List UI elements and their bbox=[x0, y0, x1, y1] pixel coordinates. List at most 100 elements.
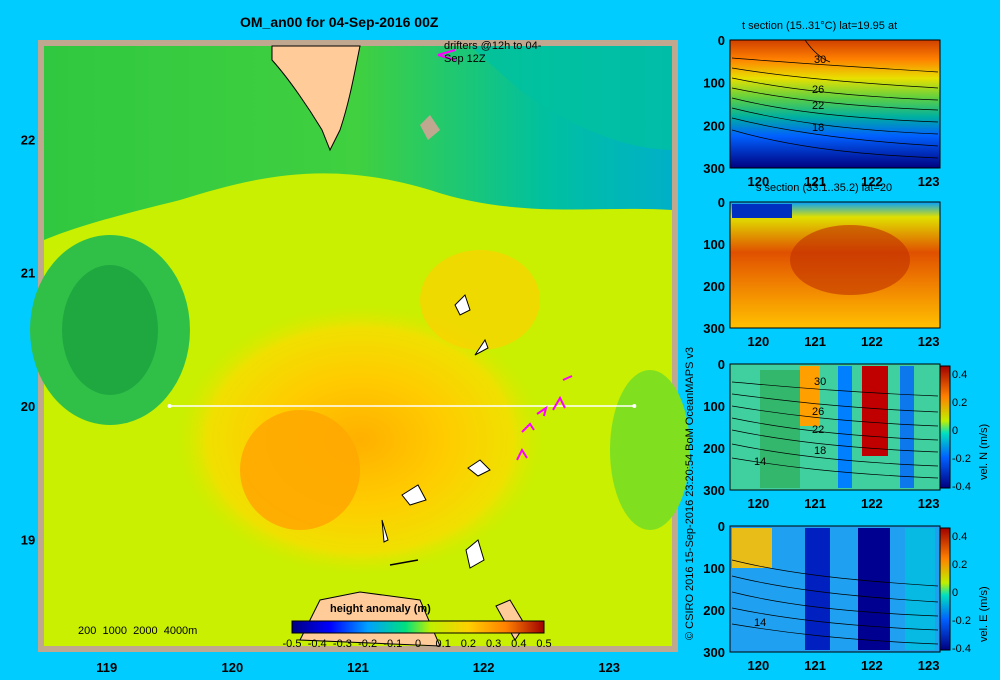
island-batanes-1 bbox=[454, 294, 471, 316]
vel-colorbar-tick-label: 0.2 bbox=[952, 559, 967, 571]
warm-eddy-core bbox=[240, 410, 360, 530]
s-section-fresh-layer bbox=[732, 204, 792, 218]
west-green-eddy-core bbox=[62, 265, 158, 395]
panel-x-tick-label: 120 bbox=[748, 658, 770, 673]
panel-y-tick-label: 300 bbox=[703, 483, 725, 498]
vel-colorbar-tick-label: 0.2 bbox=[952, 397, 967, 409]
vn-contour-label: 30 bbox=[814, 376, 827, 388]
depth-legend: 200 1000 2000 4000m bbox=[78, 625, 197, 637]
vel-colorbar-tick-label: -0.4 bbox=[952, 643, 971, 655]
panel-y-tick-label: 100 bbox=[703, 399, 725, 414]
colorbar-tick-label: -0.5 bbox=[283, 638, 302, 650]
vn-contour-label: 14 bbox=[754, 456, 767, 468]
s-section-salty-core bbox=[790, 225, 910, 295]
north-green-region bbox=[44, 46, 672, 240]
colorbar-tick-label: 0.5 bbox=[536, 638, 551, 650]
depth-legend-1000: 1000 bbox=[102, 625, 127, 637]
vn-contour-label: 18 bbox=[814, 445, 827, 457]
vel-colorbar-tick-label: 0.4 bbox=[952, 531, 967, 543]
panel-y-tick-label: 300 bbox=[703, 161, 725, 176]
vel-colorbar-tick-label: -0.4 bbox=[952, 481, 971, 493]
colorbar-tick-label: 0.2 bbox=[461, 638, 476, 650]
section-start-point bbox=[167, 404, 172, 408]
height-colorbar-ticks: -0.5 -0.4 -0.3 -0.2 -0.1 0 0.1 0.2 0.3 0.4 0.5 bbox=[283, 638, 552, 650]
colorbar-tick-label: 0.4 bbox=[511, 638, 526, 650]
vel-colorbar-tick-label: 0.4 bbox=[952, 369, 967, 381]
panel-x-tick-label: 120 bbox=[748, 496, 770, 511]
y-tick-label: 21 bbox=[21, 266, 35, 281]
colorbar-tick-label: 0.1 bbox=[436, 638, 451, 650]
panel-y-tick-label: 300 bbox=[703, 645, 725, 660]
t-section-field bbox=[729, 39, 941, 169]
height-colorbar-title: height anomaly (m) bbox=[330, 603, 431, 615]
island-small bbox=[381, 519, 389, 543]
colorbar-tick-label: -0.3 bbox=[333, 638, 352, 650]
x-tick-label: 120 bbox=[222, 660, 244, 675]
panel-x-tick-label: 121 bbox=[804, 174, 826, 189]
panel-y-tick-label: 200 bbox=[703, 441, 725, 456]
land-taiwan bbox=[271, 45, 361, 152]
x-tick-label: 123 bbox=[598, 660, 620, 675]
island-babuyan-2 bbox=[401, 484, 427, 506]
vel-n-label: vel. N (m/s) bbox=[978, 423, 990, 480]
t-contour-label: 30 bbox=[814, 54, 827, 66]
panel-x-tick-label: 121 bbox=[804, 658, 826, 673]
vn-contour-label: 26 bbox=[812, 406, 825, 418]
panel-x-tick-label: 123 bbox=[918, 174, 940, 189]
panel-x-tick-label: 123 bbox=[918, 496, 940, 511]
panel-x-tick-label: 122 bbox=[861, 496, 883, 511]
main-map bbox=[30, 40, 690, 652]
drifter-arrow bbox=[521, 422, 535, 433]
island-north bbox=[420, 115, 440, 140]
vel-e-panel bbox=[729, 525, 951, 653]
panel-y-tick-label: 100 bbox=[703, 561, 725, 576]
panel-y-tick-label: 100 bbox=[703, 76, 725, 91]
vel-e-colorbar bbox=[939, 527, 951, 651]
warm-tongue bbox=[420, 250, 540, 350]
drifter-arrow bbox=[552, 395, 566, 411]
t-contour-label: 18 bbox=[812, 122, 825, 134]
vn-contour-label: 22 bbox=[812, 424, 825, 436]
section-end-point bbox=[632, 404, 637, 408]
vel-n-panel bbox=[729, 363, 951, 491]
panel-y-tick-label: 0 bbox=[718, 195, 725, 210]
island-babuyan-1 bbox=[467, 459, 491, 477]
east-green-region bbox=[610, 370, 690, 530]
drifter-label: drifters @12h to 04-Sep 12Z bbox=[444, 40, 542, 65]
drifter-arrow bbox=[536, 405, 548, 417]
vel-colorbar-tick-label: 0 bbox=[952, 425, 958, 437]
t-contour-label: 22 bbox=[812, 100, 825, 112]
panel-x-tick-label: 123 bbox=[918, 334, 940, 349]
panel-x-tick-label: 122 bbox=[861, 658, 883, 673]
y-tick-label: 22 bbox=[21, 132, 35, 147]
vel-colorbar-tick-label: -0.2 bbox=[952, 615, 971, 627]
panel-x-tick-label: 120 bbox=[748, 334, 770, 349]
colorbar-tick-label: 0.3 bbox=[486, 638, 501, 650]
colorbar-tick-label: -0.4 bbox=[308, 638, 327, 650]
colorbar-tick-label: -0.2 bbox=[358, 638, 377, 650]
panel-y-tick-label: 200 bbox=[703, 603, 725, 618]
northeast-teal-region bbox=[470, 46, 672, 150]
t-section-panel bbox=[729, 39, 941, 169]
t-section-title: t section (15..31°C) lat=19.95 at bbox=[742, 20, 898, 32]
main-x-axis: 119 120 121 122 123 bbox=[96, 660, 620, 675]
depth-legend-4000: 4000m bbox=[163, 625, 198, 637]
panel-x-tick-label: 122 bbox=[861, 174, 883, 189]
main-title: OM_an00 for 04-Sep-2016 00Z bbox=[240, 14, 439, 30]
drifter-arrow bbox=[562, 375, 573, 381]
drifter-legend-arrow bbox=[437, 49, 456, 61]
vel-colorbar-tick-label: -0.2 bbox=[952, 453, 971, 465]
panel-y-tick-label: 200 bbox=[703, 279, 725, 294]
panel-x-tick-label: 121 bbox=[804, 334, 826, 349]
s-section-panel bbox=[729, 201, 941, 329]
panel-y-tick-label: 100 bbox=[703, 237, 725, 252]
vel-n-colorbar bbox=[939, 365, 951, 489]
height-colorbar bbox=[291, 620, 545, 634]
depth-legend-2000: 2000 bbox=[133, 625, 158, 637]
panel-x-tick-label: 121 bbox=[804, 496, 826, 511]
main-y-axis: 22 21 20 19 bbox=[21, 132, 35, 547]
panel-y-tick-label: 0 bbox=[718, 33, 725, 48]
y-tick-label: 19 bbox=[21, 532, 35, 547]
